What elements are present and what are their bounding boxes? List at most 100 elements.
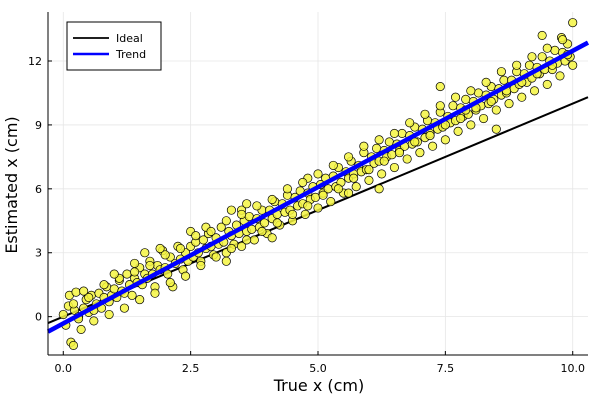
- scatter-point: [344, 152, 354, 162]
- scatter-point: [351, 182, 361, 192]
- scatter-point: [127, 290, 137, 300]
- scatter-point: [466, 120, 476, 130]
- scatter-point: [242, 199, 252, 209]
- scatter-point: [259, 218, 270, 228]
- scatter-point: [119, 303, 129, 313]
- scatter-point: [397, 128, 407, 138]
- scatter-point: [555, 71, 565, 81]
- scatter-point: [313, 169, 323, 179]
- scatter-point: [99, 280, 109, 290]
- scatter-point: [425, 131, 435, 141]
- scatter-point: [491, 105, 501, 115]
- scatter-point: [150, 288, 160, 298]
- scatter-point: [435, 101, 445, 111]
- x-tick-labels: 0.0 2.5 5.0 7.5 10.0: [55, 362, 585, 375]
- scatter-point: [542, 43, 552, 53]
- scatter-point: [216, 222, 226, 232]
- scatter-point: [333, 184, 343, 194]
- scatter-point: [196, 260, 206, 271]
- scatter-point: [104, 309, 114, 320]
- scatter-point: [310, 192, 321, 202]
- scatter-point: [529, 86, 540, 96]
- scatter-point: [491, 124, 501, 134]
- scatter-point: [481, 77, 491, 87]
- x-tick-label: 5.0: [309, 362, 327, 375]
- scatter-point: [364, 165, 374, 175]
- scatter-point: [428, 141, 438, 151]
- trend-line: [46, 40, 590, 334]
- scatter-point: [71, 287, 81, 297]
- scatter-point: [226, 243, 236, 254]
- scatter-point: [496, 67, 506, 77]
- scatter-point: [568, 18, 578, 28]
- scatter-point: [165, 278, 175, 288]
- trend-line-path: [46, 40, 590, 334]
- y-tick-labels: 0 3 6 9 12: [28, 55, 42, 324]
- scatter-point: [130, 267, 140, 277]
- scatter-point: [267, 194, 277, 205]
- scatter-point: [328, 160, 338, 170]
- legend: Ideal Trend: [66, 21, 162, 71]
- scatter-point: [130, 258, 140, 268]
- scatter-point: [466, 86, 476, 96]
- scatter-point: [58, 309, 68, 320]
- scatter-point: [473, 88, 484, 98]
- scatter-point: [542, 79, 552, 89]
- scatter-point: [68, 299, 79, 309]
- scatter-point: [206, 226, 216, 236]
- scatter-point: [89, 316, 99, 326]
- scatter-point: [499, 75, 509, 85]
- axes: [47, 12, 588, 356]
- x-tick-label: 2.5: [182, 362, 200, 375]
- scatter-point: [557, 35, 568, 45]
- scatter-point: [537, 52, 547, 62]
- scatter-point: [267, 233, 277, 243]
- scatter-point: [486, 96, 496, 107]
- scatter-point: [448, 101, 458, 111]
- scatter-point: [237, 209, 247, 219]
- scatter-point: [389, 162, 399, 173]
- scatter-point: [420, 109, 430, 119]
- scatter-point: [537, 30, 547, 40]
- scatter-point: [175, 243, 186, 254]
- scatter-point: [479, 113, 489, 124]
- scatter-point: [405, 118, 415, 128]
- legend-label-trend: Trend: [115, 48, 146, 61]
- scatter-point: [379, 156, 389, 166]
- scatter-point: [84, 292, 94, 303]
- scatter-point: [109, 284, 119, 294]
- scatter-point: [221, 256, 231, 266]
- scatter-point: [326, 197, 336, 207]
- scatter-point: [287, 209, 298, 219]
- scatter-point: [372, 143, 382, 153]
- scatter-point: [550, 45, 560, 55]
- y-axis-label: Estimated x (cm): [2, 116, 21, 253]
- scatter-point: [221, 216, 231, 226]
- scatter-point: [303, 201, 313, 211]
- scatter-point: [364, 175, 374, 185]
- scatter-point: [527, 52, 537, 62]
- x-tick-label: 7.5: [437, 362, 455, 375]
- scatter-point: [453, 126, 463, 136]
- legend-label-ideal: Ideal: [116, 32, 143, 45]
- scatter-point: [394, 148, 405, 158]
- scatter-point: [512, 60, 522, 70]
- scatter-point: [76, 324, 86, 334]
- scatter-point: [461, 94, 471, 104]
- scatter-point: [211, 252, 221, 262]
- scatter-point: [122, 269, 132, 279]
- scatter-point: [450, 92, 461, 102]
- scatter-point: [517, 92, 527, 102]
- scatter-point: [568, 60, 578, 70]
- y-tick-label: 9: [35, 119, 42, 132]
- scatter-point: [191, 231, 201, 241]
- scatter-point: [249, 235, 259, 245]
- scatter-point: [349, 173, 359, 183]
- scatter-point: [237, 241, 247, 251]
- scatter-point: [252, 201, 262, 211]
- scatter-point: [440, 135, 450, 145]
- scatter-point: [257, 226, 267, 236]
- scatter-point: [415, 148, 425, 158]
- scatter-point: [272, 218, 282, 228]
